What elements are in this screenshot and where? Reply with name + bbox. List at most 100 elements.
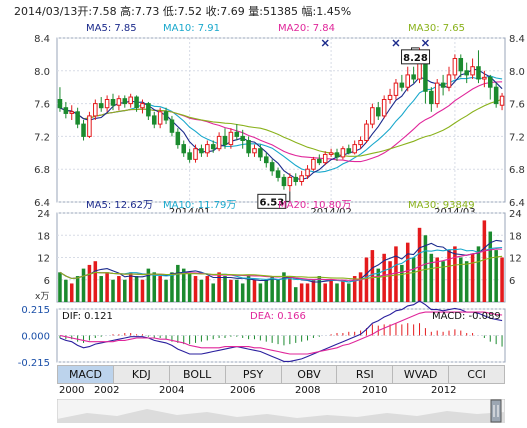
volume-ma10-line <box>59 246 503 283</box>
candle-body <box>210 144 216 150</box>
candle-body <box>476 66 481 80</box>
tab-wvad[interactable]: WVAD <box>392 365 449 384</box>
volume-bar <box>347 283 351 302</box>
indicator-tabs: MACD KDJ BOLL PSY OBV RSI WVAD CCI <box>57 365 505 384</box>
tab-cci[interactable]: CCI <box>448 365 505 384</box>
timeline-overview <box>57 409 505 423</box>
event-marker <box>321 39 329 47</box>
volume-bar <box>128 272 133 302</box>
volume-bar <box>388 261 392 302</box>
year-label: 2002 <box>94 385 120 396</box>
candle-body <box>69 111 75 114</box>
ma5-legend: MA5: 7.85 <box>86 23 137 34</box>
price-tick-left: 8.0 <box>34 67 50 78</box>
candle-body <box>346 148 352 154</box>
tab-boll[interactable]: BOLL <box>168 365 225 384</box>
volume-bar <box>288 276 292 302</box>
ma10-line <box>59 75 503 173</box>
tab-rsi[interactable]: RSI <box>336 365 393 384</box>
volume-bar <box>282 272 286 302</box>
volume-bar <box>417 227 422 302</box>
candle-body <box>446 74 452 88</box>
volume-bar <box>81 268 86 302</box>
volume-bar <box>299 283 304 302</box>
volume-value: 51385 <box>263 5 298 18</box>
volume-ma5-legend: MA5: 12.62万 <box>86 200 153 211</box>
volume-ma30-legend: MA30: 93849 <box>408 200 475 211</box>
candle-body <box>81 123 86 137</box>
candle-body <box>175 131 181 146</box>
volume-bar <box>441 261 445 302</box>
volume-bar <box>235 279 239 302</box>
candle-body <box>317 158 322 164</box>
quote-date: 2014/03/13 <box>14 5 78 18</box>
candle-body <box>140 103 145 109</box>
candle-body <box>104 99 110 109</box>
year-label: 2008 <box>295 385 321 396</box>
volume-bar <box>117 276 121 302</box>
candle-body <box>222 135 228 146</box>
candle-body <box>458 58 464 72</box>
candle-body <box>181 144 187 154</box>
tab-psy[interactable]: PSY <box>224 365 281 384</box>
volume-bar <box>187 272 192 302</box>
volume-bar <box>464 261 469 302</box>
event-marker <box>392 39 400 47</box>
year-label: 2004 <box>159 385 185 396</box>
candle-body <box>470 66 475 76</box>
volume-bar <box>123 279 127 302</box>
volume-bar <box>459 257 463 302</box>
ma30-line <box>59 98 503 157</box>
candle-body <box>157 111 163 125</box>
candle-body <box>234 131 240 137</box>
volume-bar <box>305 283 310 302</box>
volume-bar <box>240 283 245 302</box>
macd-tick-left: 0.215 <box>21 305 50 316</box>
tab-obv[interactable]: OBV <box>280 365 337 384</box>
low-label: 6.53 <box>259 197 284 208</box>
price-tick-right: 6.8 <box>509 165 525 176</box>
candle-body <box>216 135 222 150</box>
slider-handle[interactable] <box>490 399 502 423</box>
dea-legend: DEA: 0.166 <box>250 311 306 322</box>
volume-bar <box>500 257 504 302</box>
candle-body <box>423 62 428 92</box>
macd-legend: MACD: -0.089 <box>432 311 501 322</box>
candle-body <box>311 158 316 170</box>
candle-body <box>269 162 275 172</box>
open-label: 开: <box>77 5 93 18</box>
candle-body <box>263 156 269 164</box>
candle-body <box>275 170 281 178</box>
timeline-slider[interactable] <box>57 399 505 423</box>
dea-line <box>59 311 503 355</box>
high-value: 7.73 <box>134 5 160 18</box>
tab-kdj[interactable]: KDJ <box>112 365 169 384</box>
candle-body <box>57 99 63 109</box>
low-label-box <box>257 193 287 209</box>
candle-body <box>328 152 334 155</box>
volume-bar <box>311 279 316 302</box>
volume-bar <box>453 246 457 302</box>
candle-body <box>375 107 381 117</box>
volume-bar <box>370 250 375 302</box>
candle-body <box>134 96 139 109</box>
candle-body <box>199 148 204 154</box>
change-value: 1.45% <box>316 5 352 18</box>
volume-tick-right: 6 <box>509 276 515 287</box>
tab-macd[interactable]: MACD <box>57 365 113 384</box>
candle-body <box>299 175 304 182</box>
volume-bar <box>69 283 74 302</box>
volume-bar <box>152 272 157 302</box>
ma30-legend: MA30: 7.65 <box>408 23 465 34</box>
event-marker <box>421 39 429 47</box>
candle-body <box>187 152 192 160</box>
volume-bar <box>435 257 439 302</box>
candle-body <box>98 103 104 109</box>
volume-bar <box>358 272 363 302</box>
volume-bar <box>258 283 263 302</box>
candle-body <box>487 76 493 88</box>
year-label: 2010 <box>362 385 388 396</box>
candle-body <box>293 176 299 182</box>
volume-bar <box>181 268 186 302</box>
